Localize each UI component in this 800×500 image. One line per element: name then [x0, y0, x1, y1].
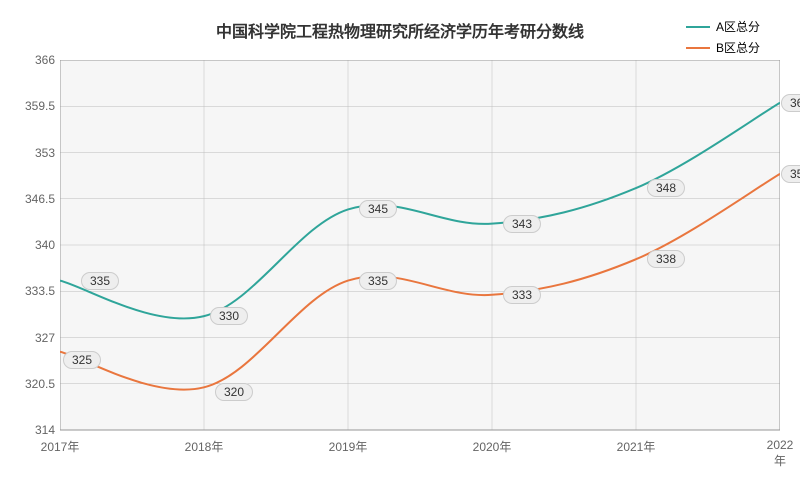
y-tick-label: 333.5: [5, 284, 55, 298]
data-point-label: 338: [647, 250, 685, 268]
data-point-label: 345: [359, 200, 397, 218]
y-tick-label: 346.5: [5, 192, 55, 206]
legend-item-b[interactable]: B区总分: [686, 39, 760, 56]
data-point-label: 348: [647, 179, 685, 197]
x-tick-label: 2019年: [329, 438, 368, 455]
y-tick-label: 366: [5, 53, 55, 67]
data-point-label: 330: [210, 307, 248, 325]
x-tick-label: 2022年: [767, 438, 794, 469]
y-tick-label: 359.5: [5, 99, 55, 113]
legend-label-a: A区总分: [716, 18, 760, 35]
y-tick-label: 320.5: [5, 377, 55, 391]
y-tick-label: 314: [5, 423, 55, 437]
data-point-label: 360: [781, 94, 800, 112]
legend: A区总分 B区总分: [686, 18, 760, 60]
legend-swatch-a: [686, 26, 710, 28]
y-tick-label: 340: [5, 238, 55, 252]
data-point-label: 333: [503, 286, 541, 304]
x-tick-label: 2020年: [473, 438, 512, 455]
data-point-label: 343: [503, 215, 541, 233]
x-tick-label: 2017年: [41, 438, 80, 455]
data-point-label: 350: [781, 165, 800, 183]
x-tick-label: 2018年: [185, 438, 224, 455]
data-point-label: 335: [81, 272, 119, 290]
data-point-label: 320: [215, 383, 253, 401]
legend-swatch-b: [686, 47, 710, 49]
data-point-label: 335: [359, 272, 397, 290]
data-point-label: 325: [63, 351, 101, 369]
y-tick-label: 353: [5, 146, 55, 160]
x-tick-label: 2021年: [617, 438, 656, 455]
legend-label-b: B区总分: [716, 39, 760, 56]
legend-item-a[interactable]: A区总分: [686, 18, 760, 35]
chart-title: 中国科学院工程热物理研究所经济学历年考研分数线: [216, 18, 584, 42]
chart-container: 中国科学院工程热物理研究所经济学历年考研分数线 A区总分 B区总分 314 320…: [0, 0, 800, 500]
y-tick-label: 327: [5, 331, 55, 345]
